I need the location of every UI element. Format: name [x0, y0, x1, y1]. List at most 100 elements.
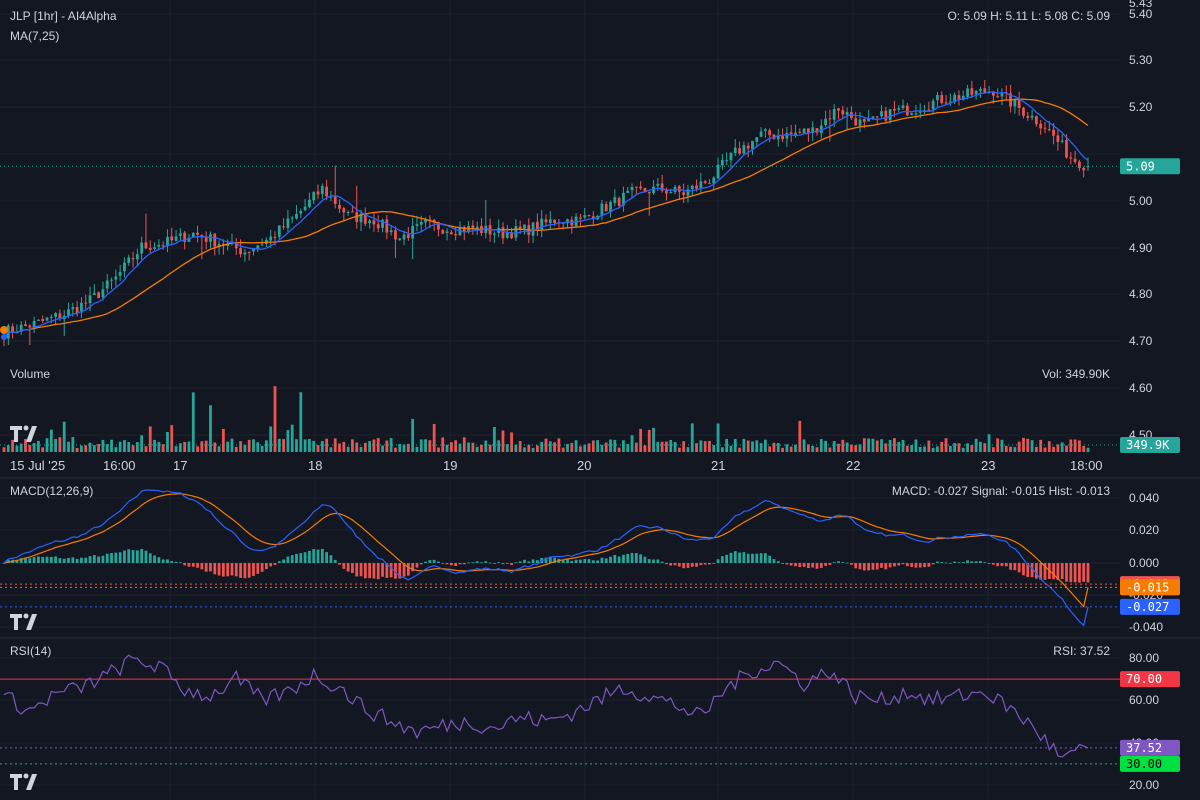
macd-histogram-bar [1013, 563, 1017, 571]
candle-body [368, 220, 372, 224]
macd-histogram-bar [239, 563, 242, 578]
price-axis-label: 5.00 [1129, 194, 1153, 208]
macd-histogram-bar [178, 562, 182, 564]
candle-body [665, 189, 668, 194]
macd-histogram-bar [837, 561, 840, 563]
volume-bar [1060, 442, 1064, 452]
macd-histogram-bar [127, 549, 131, 563]
macd-axis-label: 0.020 [1129, 523, 1159, 537]
candle-body [303, 206, 307, 211]
candle-body [703, 181, 707, 183]
rsi-lower-tag-bg [1120, 755, 1180, 772]
rsi-lower-tag: 30.00 [1126, 757, 1162, 771]
volume-bar [342, 441, 346, 452]
candle-body [948, 101, 952, 103]
rsi-line [3, 654, 1089, 758]
macd-signal-tag-bg [1120, 579, 1180, 596]
volume-bar [686, 447, 690, 452]
time-axis-label: 15 Jul '25 [10, 458, 65, 473]
macd-histogram-bar [974, 561, 978, 563]
candle-body [161, 245, 165, 247]
macd-histogram-bar [424, 561, 427, 563]
rsi-upper-tag-bg [1120, 671, 1180, 688]
volume-bar [536, 445, 539, 452]
macd-histogram-bar [643, 556, 647, 563]
candle-body [312, 192, 316, 201]
candle-body [290, 217, 294, 219]
candle-body [372, 220, 376, 225]
volume-bar [144, 446, 148, 452]
candle-body [742, 145, 746, 154]
macd-histogram-bar [591, 560, 595, 563]
candle-body [49, 316, 53, 318]
macd-histogram-bar [71, 557, 75, 563]
macd-histogram-bar [944, 562, 948, 564]
price-axis-label: 4.70 [1129, 334, 1153, 348]
volume-bar [58, 437, 62, 452]
candle-body [88, 295, 92, 304]
volume-bar [37, 440, 40, 452]
volume-bar [325, 438, 329, 452]
volume-bar [200, 441, 204, 452]
candle-body [837, 108, 840, 111]
macd-histogram-bar [639, 554, 643, 563]
candle-body [544, 219, 548, 223]
volume-bar [2, 447, 6, 452]
volume-bar [15, 445, 19, 452]
candle-body [639, 186, 643, 189]
volume-bar [1065, 445, 1068, 452]
macd-histogram-bar [901, 563, 905, 565]
volume-bar [394, 447, 397, 452]
macd-histogram-bar [260, 563, 264, 572]
macd-histogram-bar [204, 563, 208, 572]
macd-histogram-bar [914, 563, 918, 568]
volume-bar [957, 443, 961, 452]
candle-body [798, 131, 802, 133]
candle-body [630, 186, 634, 191]
volume-bar [665, 441, 668, 452]
volume-bar [92, 445, 96, 452]
candle-body [277, 225, 281, 237]
macd-histogram-bar [1022, 563, 1025, 576]
candle-body [217, 244, 221, 247]
volume-bar [1056, 444, 1060, 452]
macd-histogram-bar [428, 560, 432, 563]
candle-body [1039, 123, 1043, 129]
macd-histogram-bar [880, 563, 883, 568]
volume-bar [875, 440, 879, 452]
macd-histogram-bar [622, 554, 625, 563]
volume-bar [488, 444, 492, 452]
volume-bar [729, 445, 733, 452]
candle-body [355, 212, 359, 222]
macd-histogram-bar [725, 554, 729, 563]
volume-bar [733, 438, 737, 452]
macd-histogram-bar [862, 563, 866, 571]
macd-histogram-bar [936, 561, 939, 563]
candle-body [398, 238, 402, 241]
candle-body [170, 236, 174, 241]
macd-histogram-bar [527, 561, 531, 563]
macd-histogram-bar [183, 563, 187, 566]
volume-bar [643, 445, 647, 452]
volume-bar [110, 439, 113, 452]
macd-histogram-bar [875, 563, 879, 570]
volume-bar [419, 439, 423, 452]
macd-histogram-bar [419, 563, 423, 565]
time-axis-label: 16:00 [103, 458, 136, 473]
candle-body [983, 88, 987, 93]
macd-histogram-bar [996, 563, 1000, 567]
macd-label: MACD(12,26,9) [10, 484, 94, 498]
macd-histogram-bar [484, 561, 488, 563]
macd-histogram-bar [811, 563, 815, 568]
macd-histogram-bar [966, 560, 969, 563]
volume-bar [888, 439, 892, 452]
macd-histogram-bar [209, 563, 212, 572]
volume-bar [923, 446, 926, 452]
macd-histogram-bar [247, 563, 251, 578]
macd-histogram-bar [325, 552, 329, 563]
volume-bar [918, 446, 922, 452]
macd-histogram-bar [41, 556, 45, 563]
macd-histogram-bar [282, 559, 285, 563]
candle-body [363, 213, 367, 224]
